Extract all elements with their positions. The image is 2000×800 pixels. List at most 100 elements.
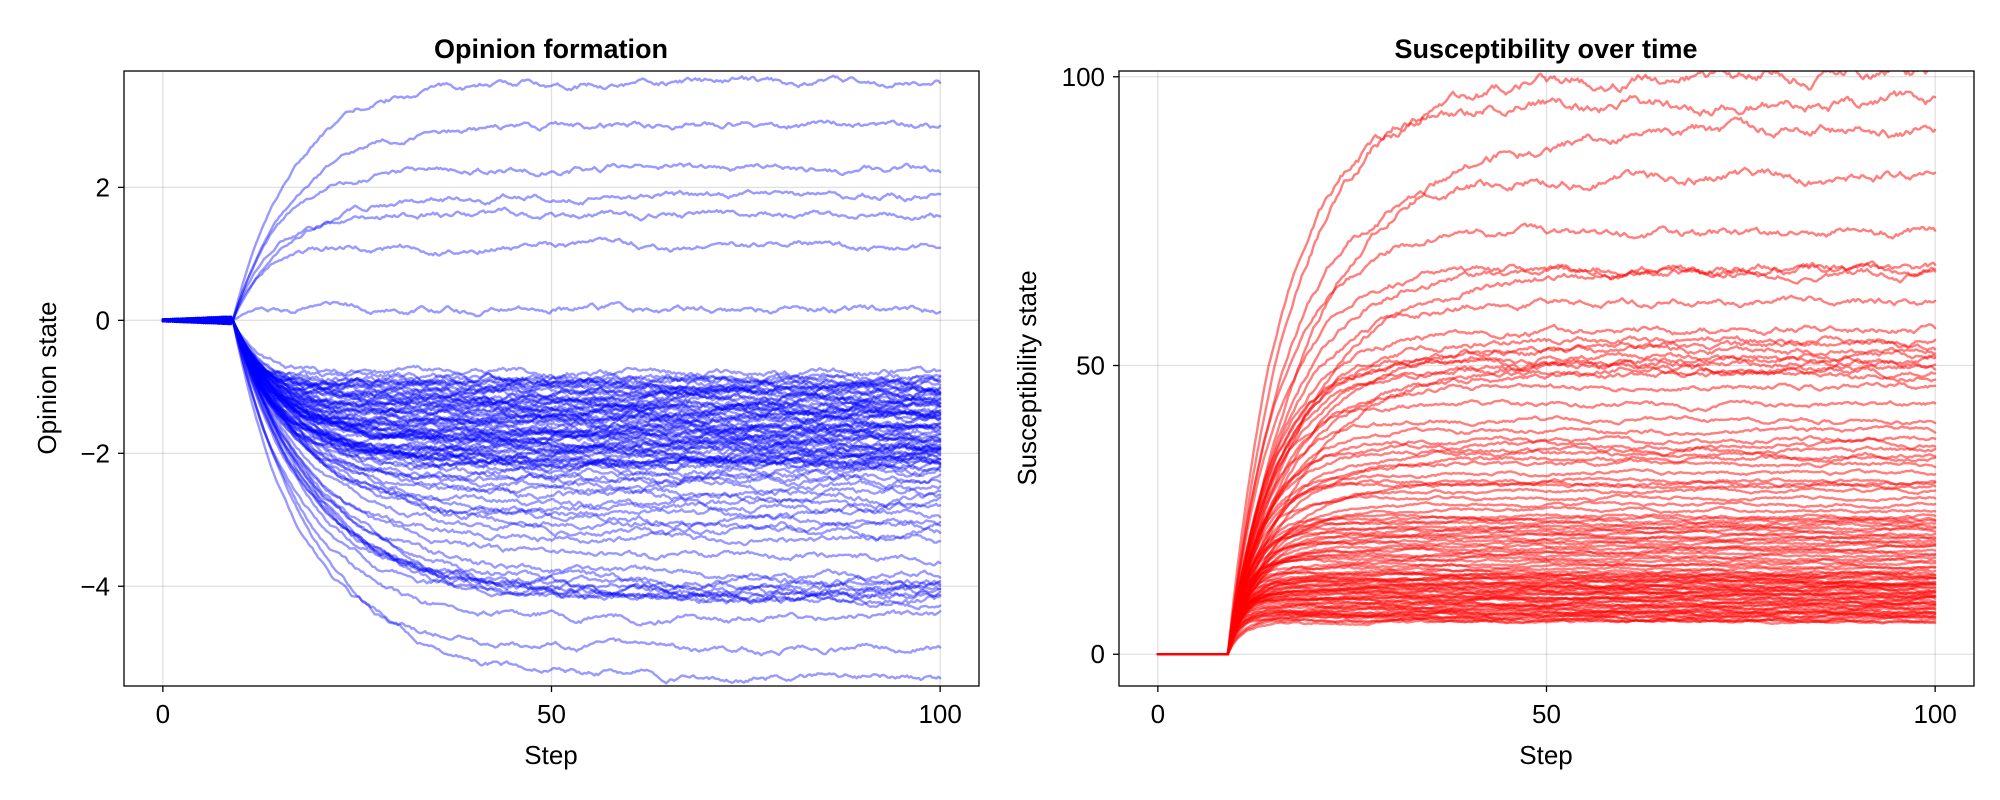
x-tick-label: 100 [918,699,961,729]
y-tick-label: 50 [1076,351,1105,381]
series-line [161,316,942,547]
series-line [161,315,942,452]
series-line [161,315,942,500]
series-line [1156,457,1937,656]
y-tick-label: −2 [80,438,110,468]
series-line [161,316,942,391]
series-line [161,316,942,657]
series-line [161,316,942,397]
series-line [1156,381,1937,656]
series-line [161,316,942,392]
series-line [161,316,942,472]
series-line [161,315,942,436]
series-line [161,316,942,581]
y-axis-label: Opinion state [32,301,62,454]
series-line [161,315,942,599]
opinion-formation-panel: Opinion formation Step Opinion state 0 50… [32,34,980,770]
series-line [1156,481,1937,656]
series-line [1156,398,1937,656]
y-axis-label: Susceptibility state [1012,270,1042,485]
series-line [1156,519,1937,656]
series-line [161,316,942,490]
series-line [161,315,942,596]
series-line [1156,610,1937,656]
series-line [161,317,942,418]
series-line [161,316,942,391]
series-line [161,316,942,462]
series-line [161,316,942,399]
series-line [161,162,942,325]
series-line [161,315,942,435]
series-line [1156,596,1937,656]
series-line [161,316,942,387]
series-line [161,315,942,425]
series-line [161,316,942,470]
series-line [1156,468,1937,656]
series-line [161,316,942,459]
series-line [161,317,942,414]
series-line [161,315,942,393]
series-line [161,74,942,326]
series-line [161,316,942,474]
series-line [161,316,942,407]
series-line [161,315,942,421]
series-line [161,316,942,452]
axis-ticks: 0 50 100 −4 −2 0 2 [80,172,961,729]
series-line [161,316,942,400]
series-line [1156,565,1937,656]
series-line [1156,454,1937,656]
series-line [161,316,942,460]
series-line [161,315,942,439]
series-line [1156,595,1937,656]
series-line [161,317,942,471]
series-line [1156,560,1937,656]
series-lines [1156,71,1937,656]
series-line [161,316,942,486]
series-line [161,315,942,515]
series-line [161,315,942,432]
series-line [161,315,942,478]
series-line [1156,116,1937,656]
series-line [1156,349,1937,656]
series-line [161,236,942,325]
series-line [161,316,942,510]
series-line [161,300,942,324]
series-line [1156,71,1929,656]
y-tick-label: 0 [96,305,110,335]
chart-title: Susceptibility over time [1394,34,1697,64]
x-tick-label: 0 [156,699,170,729]
series-line [161,316,942,520]
series-line [161,316,942,404]
series-line [161,315,942,452]
series-line [161,315,942,627]
series-line [161,315,942,508]
series-line [1156,618,1937,656]
series-line [1156,617,1937,656]
y-tick-label: 0 [1091,639,1105,669]
series-line [161,315,942,533]
series-lines [161,74,942,685]
series-line [1156,493,1937,656]
series-line [161,315,942,410]
series-line [1156,323,1937,656]
series-line [161,316,942,464]
x-tick-label: 50 [1532,699,1561,729]
axis-ticks: 0 50 100 0 50 100 [1062,62,1957,729]
series-line [161,316,942,593]
series-line [161,315,942,412]
series-line [1156,222,1937,656]
series-line [161,316,942,432]
series-line [1156,415,1937,656]
series-line [161,206,942,325]
grid [124,71,979,686]
series-line [161,316,942,408]
series-line [161,316,942,437]
chart-title: Opinion formation [434,34,668,64]
x-tick-label: 50 [537,699,566,729]
series-line [161,315,942,601]
series-line [161,315,942,446]
series-line [161,315,942,398]
series-line [161,316,942,453]
series-line [161,316,942,531]
series-line [161,315,942,567]
